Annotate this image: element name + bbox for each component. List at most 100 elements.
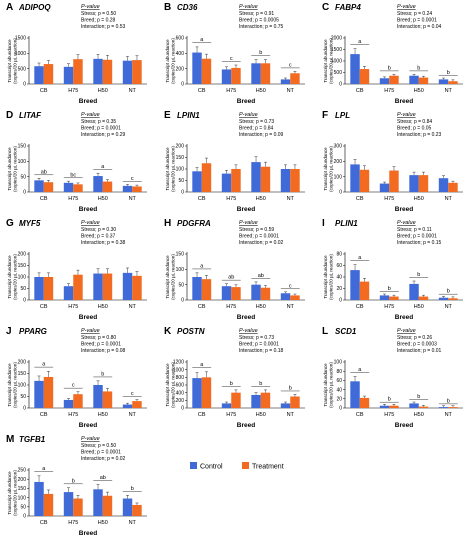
bar-control: [280, 169, 291, 192]
x-tick-label: NT: [445, 196, 453, 202]
bar-treatment: [448, 182, 458, 192]
bar-control: [379, 405, 390, 408]
bar-treatment: [359, 397, 370, 408]
bar-control: [438, 297, 449, 300]
x-axis-label: Breed: [79, 530, 97, 537]
x-axis-label: Breed: [79, 422, 97, 429]
y-tick-label: 0: [23, 190, 26, 196]
gene-title: PDGFRA: [177, 219, 211, 228]
significance-letter: a: [200, 37, 204, 43]
gene-title: CD36: [177, 3, 198, 12]
y-tick-label: 0: [23, 298, 26, 304]
gene-title: PLIN1: [335, 219, 358, 228]
bar-treatment: [102, 59, 113, 84]
x-tick-label: H75: [384, 88, 394, 94]
significance-letter: ab: [100, 475, 106, 481]
bar-control: [63, 399, 74, 408]
y-label-line: (copies/20 µL reaction): [13, 470, 18, 516]
x-tick-label: H75: [68, 520, 78, 526]
bar-treatment: [418, 175, 429, 192]
x-tick-label: CB: [198, 196, 206, 202]
significance-letter: ab: [41, 169, 47, 175]
bar-treatment: [418, 296, 429, 300]
y-tick-label: 1000: [331, 59, 342, 65]
bar-control: [93, 176, 103, 192]
panel-letter: L: [322, 326, 328, 337]
bar-treatment: [389, 170, 399, 192]
stat-line: Stress; p = 0.35: [81, 119, 116, 125]
x-tick-label: CB: [356, 412, 364, 418]
bar-control: [350, 270, 360, 300]
significance-letter: b: [131, 486, 134, 492]
y-tick-label: 300: [334, 144, 343, 150]
stat-line: Stress; p = 0.50: [81, 443, 116, 449]
x-tick-label: NT: [129, 88, 137, 94]
bar-control: [251, 284, 261, 300]
bar-control: [409, 403, 419, 408]
y-axis-label: Transcript abundance(copies/20 µL reacti…: [165, 38, 176, 84]
x-tick-label: H50: [414, 304, 424, 310]
significance-letter: a: [101, 164, 105, 170]
y-tick-label: 250: [18, 468, 27, 474]
y-tick-label: 60: [336, 263, 342, 269]
bar-treatment: [359, 69, 370, 84]
gene-title: SCD1: [335, 327, 357, 336]
gene-title: LITAF: [19, 111, 42, 120]
y-tick-label: 200: [18, 360, 27, 366]
bar-treatment: [231, 67, 241, 84]
y-tick-label: 150: [176, 252, 185, 258]
y-tick-label: 150: [18, 486, 27, 492]
x-axis-label: Breed: [237, 314, 255, 321]
stat-line: Stress; p = 0.91: [239, 11, 274, 17]
significance-letter: b: [72, 478, 75, 484]
bar-treatment: [260, 63, 271, 84]
y-tick-label: 1000: [173, 367, 184, 373]
pvalue-heading: P-value: [81, 436, 100, 442]
y-tick-label: 80: [336, 252, 342, 258]
x-tick-label: H50: [98, 520, 108, 526]
bar-treatment: [290, 73, 300, 84]
bar-treatment: [201, 279, 212, 300]
y-label-line: (copies/20 µL reaction): [171, 146, 176, 192]
bar-control: [34, 277, 44, 300]
bar-control: [34, 481, 44, 516]
significance-letter: c: [131, 176, 134, 182]
bar-treatment: [43, 277, 54, 300]
y-label-line: (copies/20 µL reaction): [13, 362, 18, 408]
bar-treatment: [359, 281, 370, 300]
panel-letter: H: [164, 218, 171, 229]
x-tick-label: H50: [256, 88, 266, 94]
stat-line: Breed; p = 0.0005: [239, 18, 279, 24]
x-tick-label: NT: [445, 88, 453, 94]
y-tick-label: 200: [18, 477, 27, 483]
bar-treatment: [389, 405, 399, 408]
stat-line: Stress; p = 0.24: [397, 11, 432, 17]
gene-title: TGFB1: [19, 435, 46, 444]
x-tick-label: H75: [68, 196, 78, 202]
stat-line: Stress; p = 0.73: [239, 335, 274, 341]
x-axis-label: Breed: [395, 98, 413, 105]
y-label-line: Transcript abundance: [323, 255, 328, 299]
bar-treatment: [359, 169, 370, 192]
significance-letter: a: [200, 362, 204, 368]
y-tick-label: 400: [176, 390, 185, 396]
y-axis-label: Transcript abundance(copies/20 µL reacti…: [7, 362, 18, 408]
y-label-line: Transcript abundance: [323, 39, 328, 83]
panel-letter: D: [6, 110, 13, 121]
legend-swatch-control: [190, 462, 197, 469]
bar-treatment: [43, 182, 54, 192]
x-tick-label: H50: [98, 88, 108, 94]
significance-letter: b: [101, 371, 104, 377]
y-tick-label: 40: [336, 387, 342, 393]
bar-treatment: [448, 81, 458, 84]
x-tick-label: CB: [198, 88, 206, 94]
bar-control: [409, 283, 419, 300]
bar-treatment: [260, 392, 271, 408]
bar-treatment: [231, 287, 241, 300]
significance-letter: a: [42, 362, 46, 368]
x-tick-label: NT: [129, 196, 137, 202]
stat-line: Breed; p = 0.0003: [397, 342, 437, 348]
stat-line: Interaction; p = 0.04: [397, 24, 442, 30]
